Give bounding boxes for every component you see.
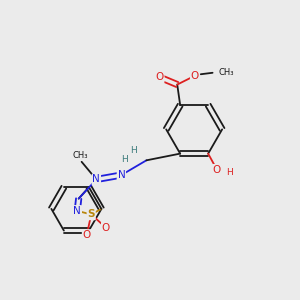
Text: O: O — [191, 71, 199, 81]
Text: CH₃: CH₃ — [218, 68, 234, 77]
Text: N: N — [92, 175, 100, 184]
Text: O: O — [155, 72, 164, 82]
Text: H: H — [226, 168, 233, 177]
Text: O: O — [83, 230, 91, 240]
Text: O: O — [102, 223, 110, 232]
Text: N: N — [74, 206, 81, 216]
Text: CH₃: CH₃ — [72, 151, 88, 160]
Text: H: H — [121, 155, 128, 164]
Text: N: N — [118, 170, 125, 180]
Text: O: O — [213, 165, 221, 175]
Text: H: H — [130, 146, 136, 154]
Text: S: S — [87, 209, 95, 219]
